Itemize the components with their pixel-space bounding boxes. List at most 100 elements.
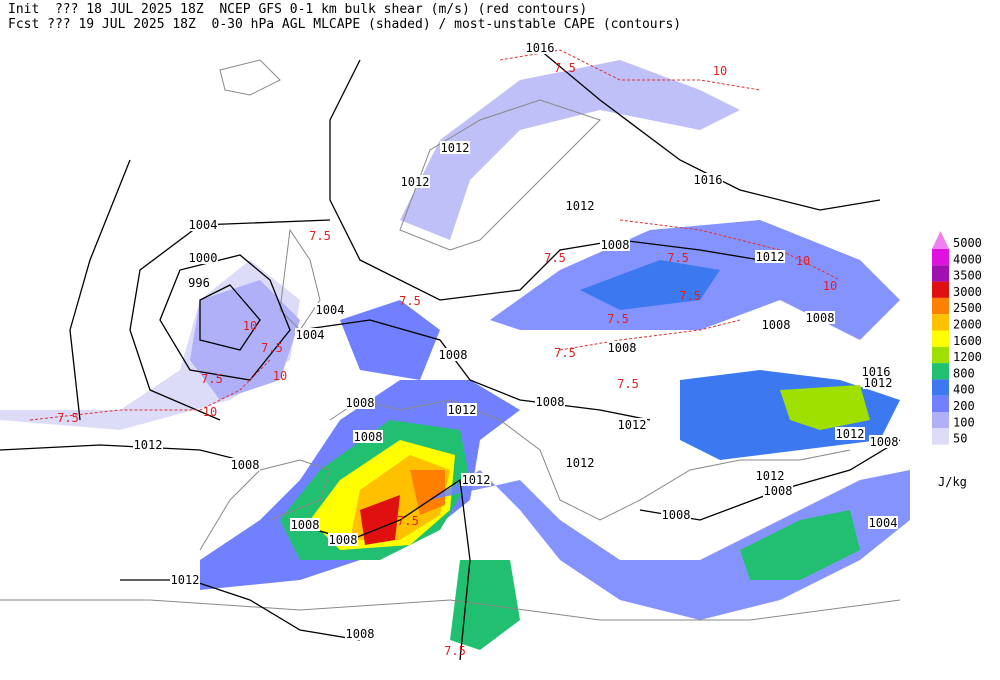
label-box: [835, 427, 865, 440]
isobar: [199, 284, 261, 351]
shear-label: 7.5: [554, 61, 576, 75]
legend-swatch: [932, 428, 949, 445]
shear-label: 7.5: [57, 411, 79, 425]
label-box: [295, 328, 325, 341]
isobar-label: 1008: [870, 435, 899, 449]
isobar-label: 1012: [566, 199, 595, 213]
label-box: [230, 458, 260, 471]
shear-contour: [29, 359, 271, 421]
isobar-label: 1008: [291, 518, 320, 532]
isobar-label: 1012: [448, 403, 477, 417]
label-box: [328, 533, 358, 546]
legend-swatch: [932, 395, 949, 412]
label-box: [755, 250, 785, 263]
legend-label: 3000: [953, 285, 982, 299]
isobar-label: 1008: [346, 627, 375, 641]
label-box: [353, 430, 383, 443]
isobar-label: 1004: [316, 303, 345, 317]
isobar: [329, 59, 761, 301]
isobar-label: 1000: [189, 251, 218, 265]
isobar-label: 1008: [536, 395, 565, 409]
shear-label: 7.5: [544, 251, 566, 265]
shear-contour: [559, 319, 741, 351]
label-box: [525, 41, 555, 54]
isobar-label: 1012: [134, 438, 163, 452]
isobar: [129, 219, 331, 421]
isobar-label: 1008: [354, 430, 383, 444]
coastline: [329, 399, 851, 521]
shade: [400, 60, 740, 240]
isobar-label: 996: [188, 276, 210, 290]
legend-label: 5000: [953, 236, 982, 250]
shear-label: 7.5: [617, 377, 639, 391]
label-box: [755, 469, 785, 482]
isobar-label: 1012: [756, 469, 785, 483]
shear-label: 10: [796, 254, 810, 268]
shear-label: 7.5: [397, 514, 419, 528]
shade: [430, 470, 910, 620]
coastline: [199, 459, 331, 551]
label-box: [400, 175, 430, 188]
legend-swatch: [932, 297, 949, 315]
legend-swatch: [932, 363, 949, 380]
label-box: [345, 396, 375, 409]
isobar-label: 1012: [462, 473, 491, 487]
label-box: [170, 573, 200, 586]
legend-label: 2000: [953, 318, 982, 332]
label-box: [693, 173, 723, 186]
shade: [340, 300, 440, 380]
isobar: [159, 254, 291, 381]
isobar-label: 1008: [329, 533, 358, 547]
shear-label: 7.5: [444, 644, 466, 658]
header-line: Fcst ??? 19 JUL 2025 18Z 0-30 hPa AGL ML…: [8, 17, 681, 32]
shade: [410, 470, 445, 515]
isobar-label: 1004: [869, 516, 898, 530]
legend-label: 3500: [953, 269, 982, 283]
shade: [190, 280, 300, 400]
cape-shading: [0, 60, 910, 650]
legend-label: 1600: [953, 334, 982, 348]
isobar-label: 1012: [864, 376, 893, 390]
isobar-label: 1012: [441, 141, 470, 155]
legend-label: 400: [953, 383, 975, 397]
isobar-label: 1008: [806, 311, 835, 325]
legend-swatch: [932, 412, 949, 429]
isobar-label: 1012: [756, 250, 785, 264]
label-box: [763, 484, 793, 497]
isobar-label: 1012: [566, 456, 595, 470]
legend-label: 100: [953, 415, 975, 429]
isobar-label: 1012: [618, 418, 647, 432]
isobar-label: 1008: [231, 458, 260, 472]
shear-contour: [619, 219, 841, 281]
label-box: [805, 311, 835, 324]
label-box: [438, 348, 468, 361]
label-box: [861, 365, 891, 378]
label-box: [617, 418, 647, 431]
header-line: Init ??? 18 JUL 2025 18Z NCEP GFS 0-1 km…: [8, 2, 587, 17]
legend-swatch: [932, 281, 949, 298]
legend-swatch: [932, 314, 949, 331]
isobar-label: 1004: [296, 328, 325, 342]
isobar-label: 1012: [171, 573, 200, 587]
isobar-label: 1016: [694, 173, 723, 187]
label-box: [565, 456, 595, 469]
shear-label: 10: [713, 64, 727, 78]
shear-label: 7.5: [667, 251, 689, 265]
isobar-label: 1008: [346, 396, 375, 410]
label-box: [565, 199, 595, 212]
label-box: [869, 435, 899, 448]
shade: [780, 385, 870, 430]
label-box: [440, 141, 470, 154]
label-box: [447, 403, 477, 416]
label-box: [133, 438, 163, 451]
label-box: [607, 341, 637, 354]
isobar-label: 1016: [526, 41, 555, 55]
legend-label: 50: [953, 432, 967, 446]
label-box: [188, 218, 218, 231]
shade: [580, 260, 720, 310]
coastline: [399, 99, 601, 251]
legend-swatch: [932, 330, 949, 347]
isobar-label: 1012: [401, 175, 430, 189]
legend-swatch: [932, 265, 949, 282]
